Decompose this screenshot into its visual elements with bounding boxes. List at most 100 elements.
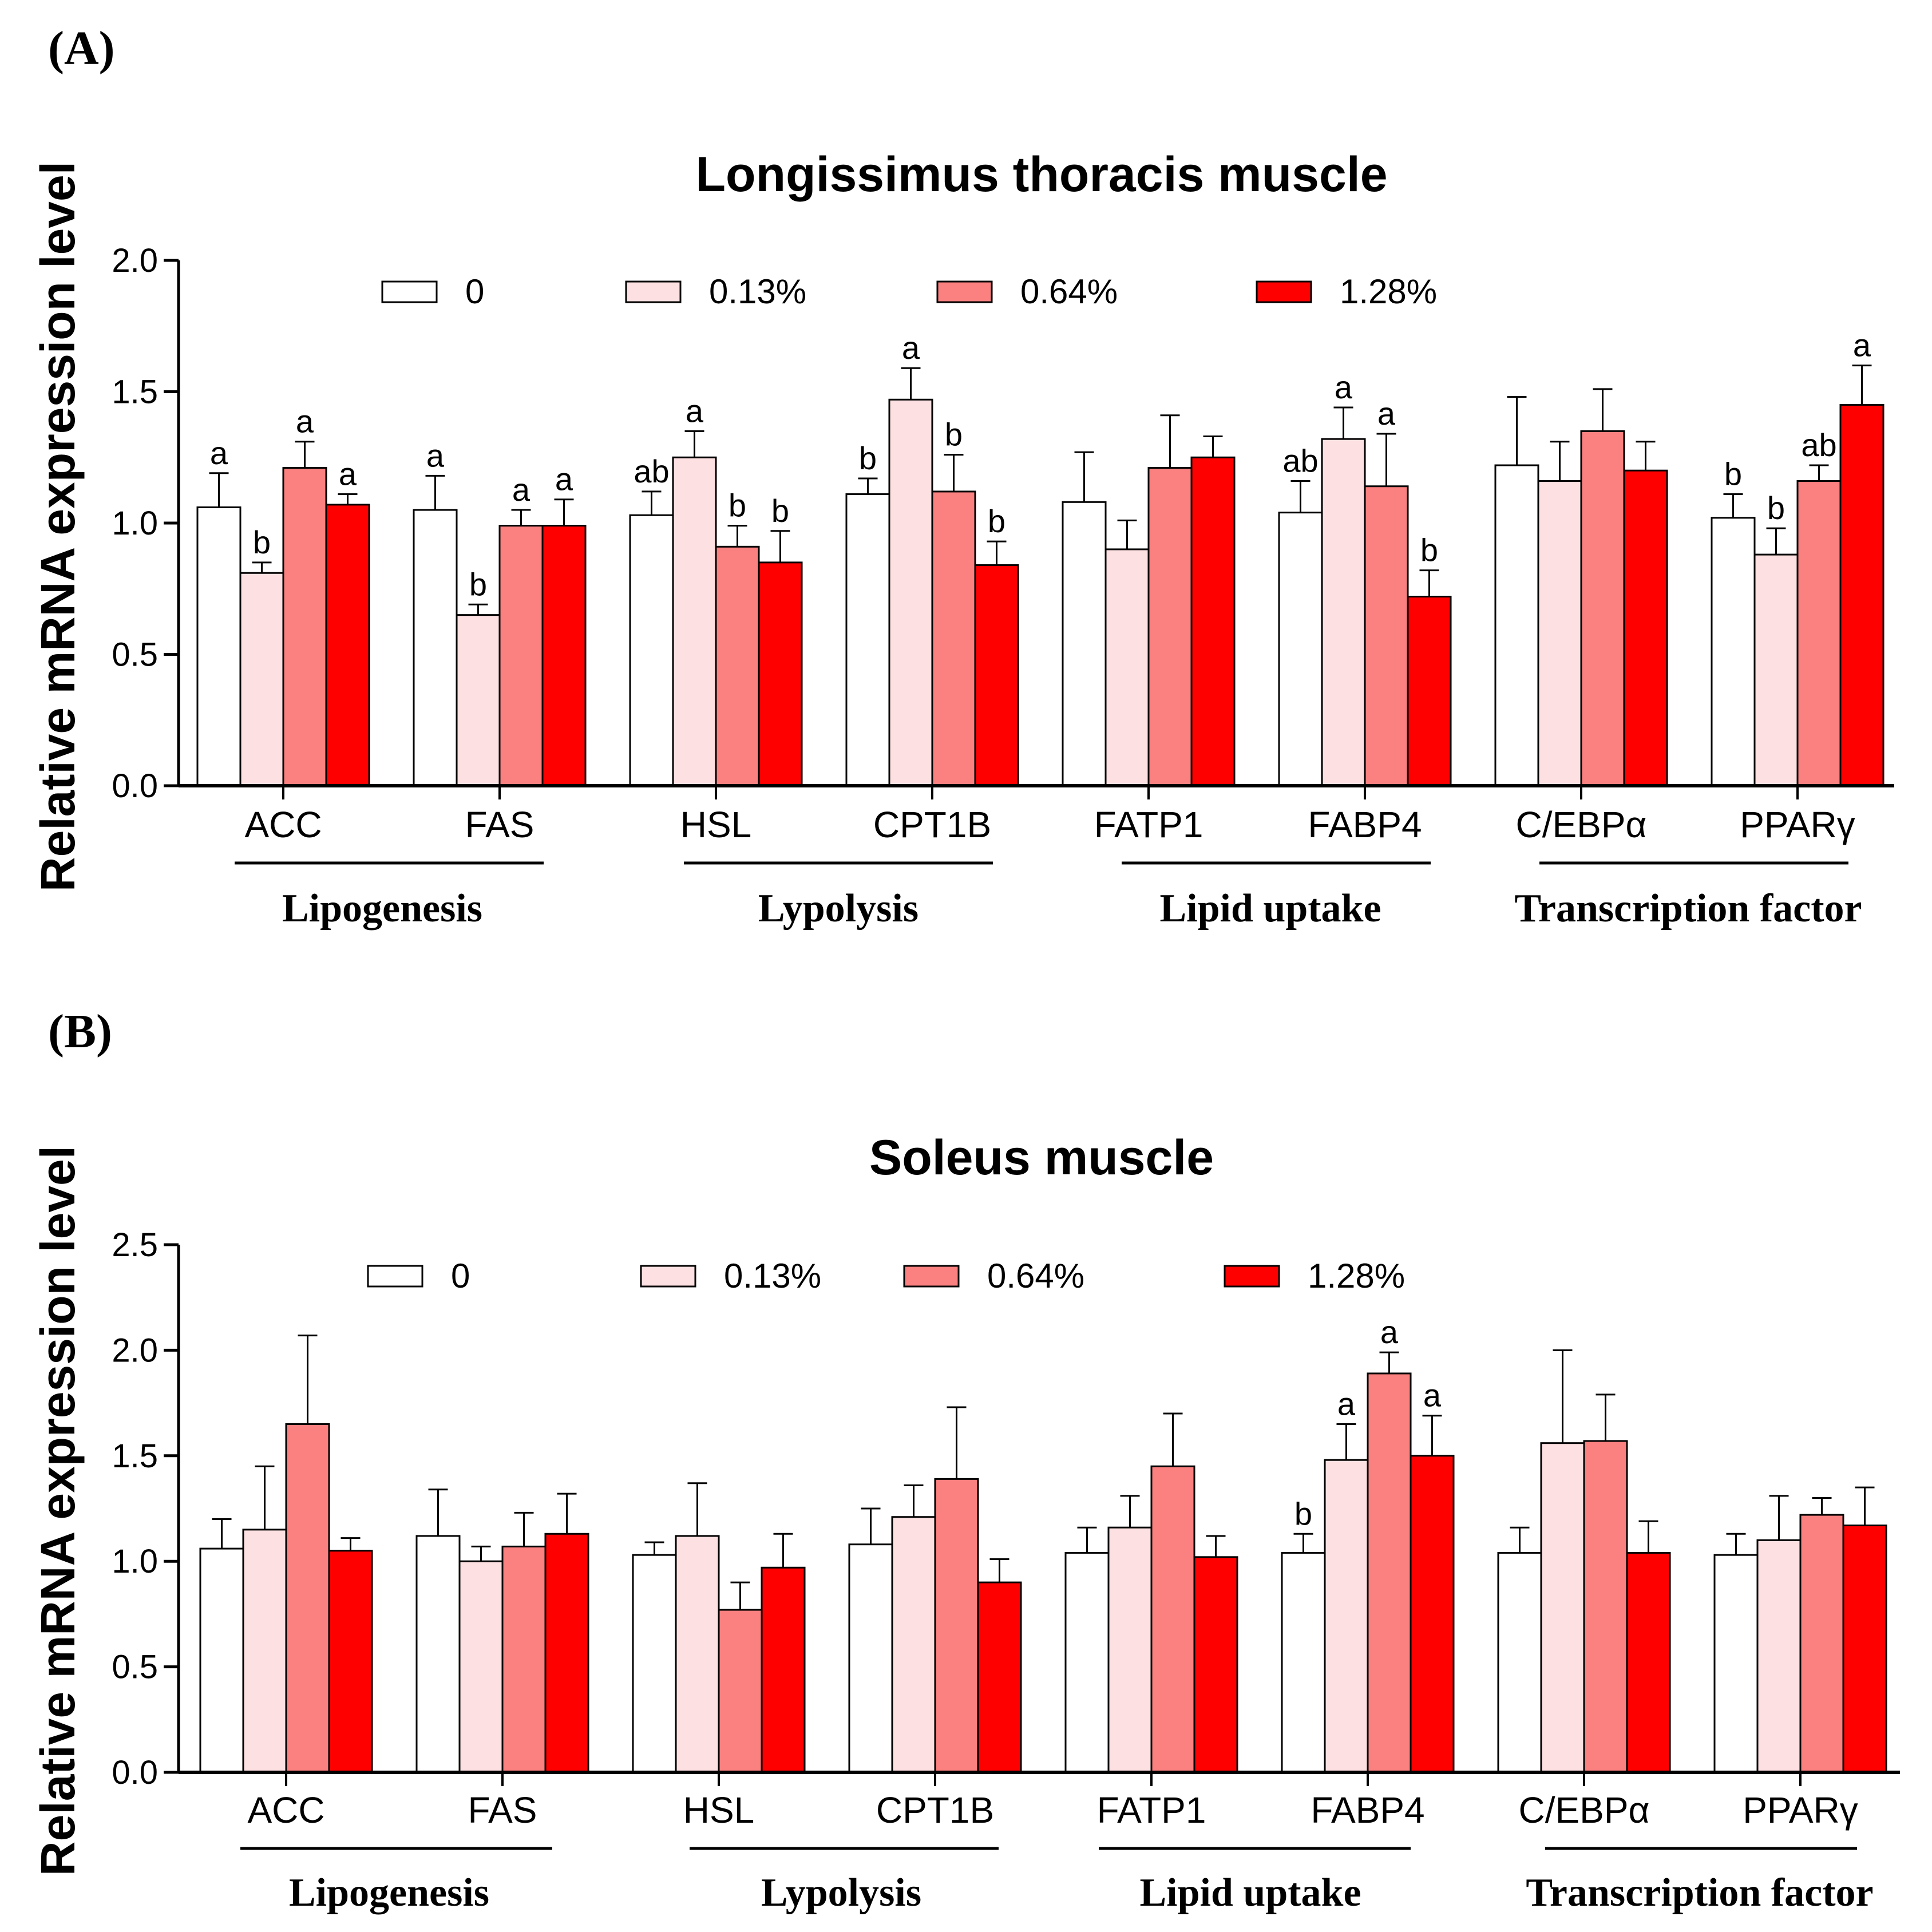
b-bar-fabp4-0-13: [1324, 1459, 1369, 1773]
a-bar-fabp4-1-28: [1407, 596, 1452, 787]
b-bar-acc-0: [199, 1547, 244, 1773]
b-bar-fatp1-0-13: [1107, 1526, 1153, 1773]
b-category-label: FAS: [468, 1790, 537, 1831]
a-legend-swatch-0-13: [625, 280, 682, 303]
a-legend-swatch-0: [381, 280, 438, 303]
b-bar-fas-0-13: [458, 1560, 504, 1773]
b-category-label: ACC: [247, 1790, 324, 1831]
b-category-label: CPT1B: [876, 1790, 994, 1831]
a-sig-label: b: [771, 493, 789, 529]
a-y-tick-label: 2.0: [112, 242, 158, 279]
a-category-label: FABP4: [1308, 804, 1422, 845]
a-sig-label: b: [469, 566, 487, 602]
a-sig-label: a: [426, 437, 445, 473]
b-y-tick-label: 0.5: [112, 1649, 158, 1686]
b-group-label-lipid-uptake: Lipid uptake: [1139, 1871, 1361, 1915]
a-category-label: ACC: [244, 804, 322, 845]
b-y-tick-label: 2.5: [112, 1226, 158, 1264]
b-y-tick-label: 0.0: [112, 1754, 158, 1791]
b-bar-fabp4-0: [1281, 1551, 1326, 1773]
a-category-label: PPARγ: [1740, 804, 1855, 845]
b-y-tick-label: 1.5: [112, 1438, 158, 1475]
b-legend-swatch-0-13: [640, 1265, 696, 1288]
a-legend-swatch-1-28: [1256, 280, 1312, 303]
a-bar-cpt1b-1-28: [974, 564, 1019, 787]
a-sig-label: a: [902, 330, 920, 366]
a-bar-cpt1b-0-64: [931, 490, 976, 787]
b-bar-fas-0-64: [501, 1545, 547, 1773]
a-bar-cpt1b-0-13: [888, 398, 933, 787]
b-bar-ppar-0-13: [1756, 1539, 1802, 1773]
a-bar-fabp4-0: [1278, 512, 1323, 787]
b-bar-fabp4-1-28: [1410, 1455, 1455, 1773]
a-legend-label-0: 0: [465, 272, 484, 311]
a-bar-fatp1-1-28: [1190, 456, 1236, 787]
b-bar-c-ebp-1-28: [1626, 1551, 1671, 1773]
a-sig-label: a: [512, 472, 530, 508]
a-bar-hsl-1-28: [758, 561, 803, 787]
a-bar-fabp4-0-13: [1321, 438, 1366, 787]
a-bar-ppar-0: [1711, 517, 1756, 787]
panel-b-label: (B): [48, 1005, 112, 1058]
b-sig-label: b: [1294, 1495, 1312, 1531]
panel-a-title: Longissimus thoracis muscle: [695, 147, 1387, 202]
a-legend-label-0-64: 0.64%: [1020, 272, 1118, 311]
a-category-label: HSL: [680, 804, 752, 845]
a-bar-fatp1-0: [1062, 501, 1107, 787]
panel-a-label: (A): [48, 22, 115, 75]
b-bar-acc-1-28: [328, 1550, 373, 1773]
a-bar-c-ebp-1-28: [1623, 469, 1668, 787]
b-category-label: PPARγ: [1743, 1790, 1858, 1831]
a-sig-label: a: [1335, 369, 1353, 405]
b-legend-swatch-0: [367, 1265, 423, 1288]
b-bar-acc-0-64: [285, 1423, 330, 1773]
b-category-label: FABP4: [1311, 1790, 1424, 1831]
a-group-label-lipid-uptake: Lipid uptake: [1159, 886, 1381, 931]
a-legend-label-0-13: 0.13%: [709, 272, 806, 311]
b-bar-ppar-1-28: [1842, 1525, 1887, 1773]
b-bar-cpt1b-0: [848, 1543, 893, 1773]
b-group-label-transcription-factor: Transcription factor: [1526, 1871, 1873, 1915]
b-y-tick-label: 2.0: [112, 1332, 158, 1369]
a-bar-fas-0: [413, 509, 458, 787]
b-bar-c-ebp-0-13: [1540, 1442, 1585, 1773]
b-bar-cpt1b-1-28: [977, 1581, 1022, 1773]
a-bar-hsl-0-64: [715, 545, 760, 787]
b-sig-label: a: [1380, 1314, 1399, 1350]
b-bar-fatp1-0: [1064, 1551, 1110, 1773]
b-bar-ppar-0-64: [1799, 1514, 1844, 1773]
b-group-label-lypolysis: Lypolysis: [761, 1871, 921, 1915]
b-bar-fabp4-0-64: [1367, 1372, 1412, 1773]
a-bar-fas-0-64: [498, 525, 544, 787]
a-sig-label: b: [1724, 456, 1742, 492]
a-group-label-transcription-factor: Transcription factor: [1514, 886, 1862, 931]
a-sig-label: a: [1377, 395, 1396, 431]
b-bar-hsl-0-13: [675, 1535, 720, 1773]
a-bar-hsl-0-13: [672, 456, 717, 787]
a-legend-label-1-28: 1.28%: [1340, 272, 1437, 311]
a-sig-label: ab: [634, 453, 669, 489]
b-bar-cpt1b-0-64: [934, 1478, 979, 1773]
b-sig-label: a: [1337, 1385, 1356, 1422]
a-bar-hsl-0: [629, 514, 674, 787]
a-sig-label: a: [296, 403, 314, 440]
a-sig-label: b: [859, 440, 877, 476]
a-bar-ppar-1-28: [1839, 403, 1885, 787]
a-group-label-lypolysis: Lypolysis: [758, 886, 919, 931]
a-bar-fabp4-0-64: [1364, 485, 1409, 787]
a-bar-acc-0: [196, 506, 242, 787]
b-group-label-lipogenesis: Lipogenesis: [289, 1871, 489, 1915]
b-bar-acc-0-13: [242, 1529, 287, 1773]
b-legend-swatch-0-64: [903, 1265, 960, 1288]
a-sig-label: b: [945, 417, 963, 453]
a-category-label: C/EBPα: [1515, 804, 1646, 845]
b-bar-cpt1b-0-13: [891, 1516, 936, 1773]
panel-b-title: Soleus muscle: [869, 1130, 1214, 1185]
b-bar-fas-1-28: [544, 1533, 589, 1773]
a-legend-swatch-0-64: [936, 280, 993, 303]
b-bar-hsl-0: [632, 1554, 677, 1773]
panel-a-ylabel: Relative mRNA expression level: [31, 161, 85, 892]
a-sig-label: ab: [1801, 427, 1836, 463]
